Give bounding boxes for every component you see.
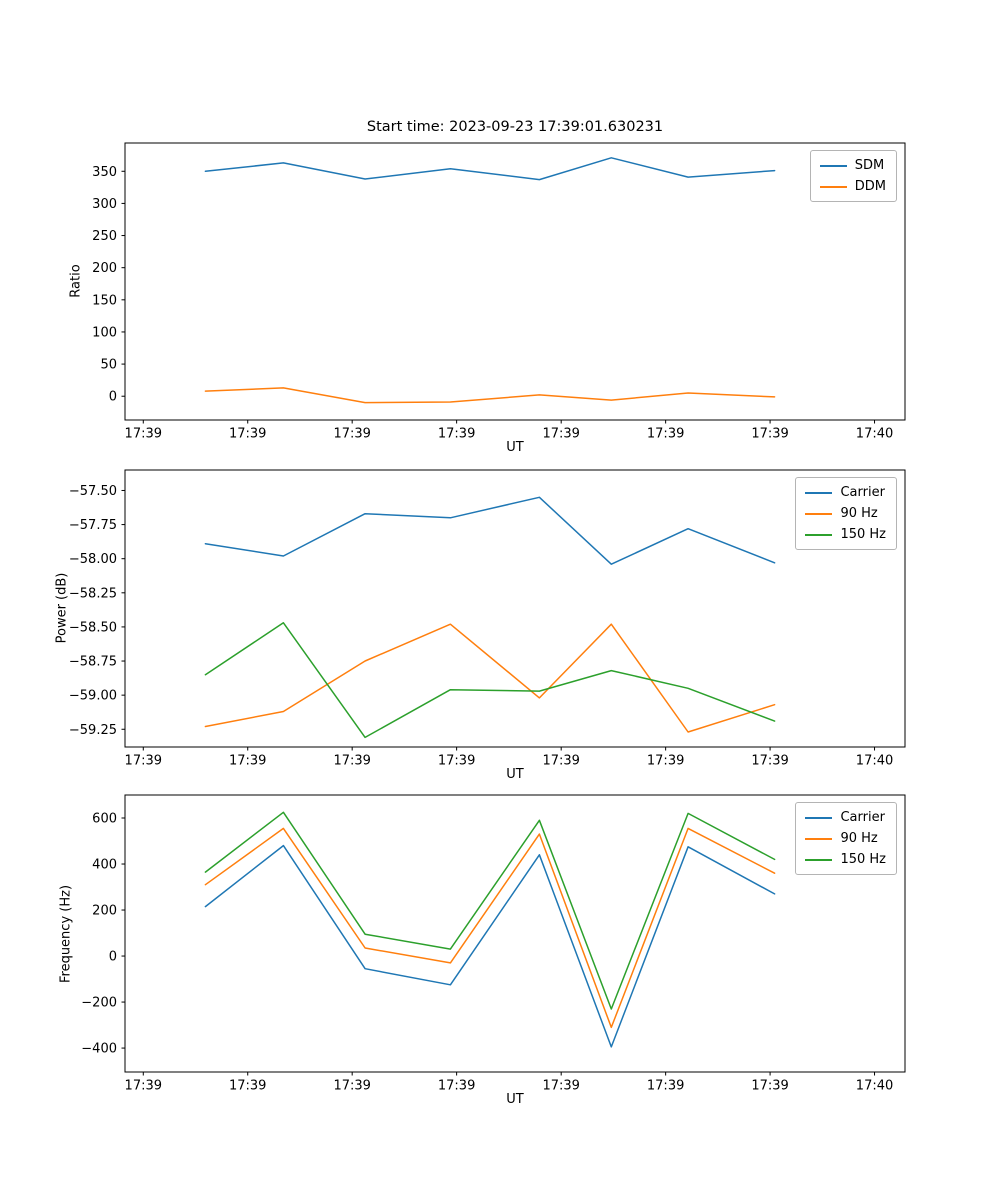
- y-tick-label: 600: [92, 812, 117, 827]
- x-tick-label: 17:39: [647, 1079, 684, 1094]
- x-tick-label: 17:39: [333, 1079, 370, 1094]
- legend-line-swatch: [805, 816, 833, 819]
- y-tick-label: 350: [92, 165, 117, 180]
- frequency-plot: 17:39 17:39 17:39 17:39 17:39 17:39 17:39 17:40…: [81, 794, 906, 1094]
- figure-title: Start time: 2023-09-23 17:39:01.630231: [366, 119, 664, 135]
- legend-line-swatch: [805, 858, 833, 861]
- y-tick-label: 200: [92, 261, 117, 276]
- x-tick-label: 17:39: [333, 427, 370, 442]
- legend-entry: DDM: [819, 179, 886, 194]
- x-tick-label: 17:39: [438, 427, 475, 442]
- x-tick-label: 17:39: [647, 427, 684, 442]
- ratio-legend: SDM DDM: [809, 150, 897, 202]
- legend-label: 90 Hz: [840, 831, 878, 846]
- x-tick-label: 17:39: [751, 754, 788, 769]
- legend-line-swatch: [819, 185, 847, 188]
- y-tick-label: −59.00: [69, 689, 117, 704]
- x-tick-label: 17:39: [125, 754, 162, 769]
- frequency-legend: Carrier 90 Hz 150 Hz: [795, 802, 897, 875]
- y-tick-label: −57.50: [69, 484, 117, 499]
- frequency-ylabel: Frequency (Hz): [58, 884, 74, 984]
- frequency-series-line: [204, 811, 776, 1010]
- legend-label: 150 Hz: [840, 527, 886, 542]
- power-legend: Carrier 90 Hz 150 Hz: [795, 477, 897, 550]
- x-tick-label: 17:40: [856, 1079, 893, 1094]
- x-tick-label: 17:40: [856, 427, 893, 442]
- y-tick-label: 200: [92, 904, 117, 919]
- y-tick-label: 150: [92, 293, 117, 308]
- legend-entry: SDM: [819, 158, 886, 173]
- legend-line-swatch: [805, 837, 833, 840]
- frequency-series-line: [204, 827, 776, 1029]
- y-tick-label: 100: [92, 325, 117, 340]
- x-tick-label: 17:39: [542, 1079, 579, 1094]
- x-tick-label: 17:39: [542, 754, 579, 769]
- x-tick-label: 17:39: [229, 1079, 266, 1094]
- legend-label: Carrier: [840, 810, 885, 825]
- x-tick-label: 17:39: [438, 1079, 475, 1094]
- x-tick-label: 17:39: [542, 427, 579, 442]
- y-tick-label: 300: [92, 197, 117, 212]
- y-tick-label: −57.75: [69, 518, 117, 533]
- legend-entry: Carrier: [805, 485, 886, 500]
- power-ylabel: Power (dB): [54, 572, 70, 644]
- y-tick-label: −59.25: [69, 723, 117, 738]
- frequency-series-line: [204, 844, 776, 1048]
- y-tick-label: 50: [100, 358, 117, 373]
- legend-entry: 150 Hz: [805, 852, 886, 867]
- power-series-line: [204, 623, 776, 733]
- y-tick-label: 400: [92, 858, 117, 873]
- y-tick-label: 250: [92, 229, 117, 244]
- power-xlabel: UT: [506, 767, 524, 782]
- power-series-line: [204, 496, 776, 565]
- legend-entry: Carrier: [805, 810, 886, 825]
- legend-label: Carrier: [840, 485, 885, 500]
- x-tick-label: 17:39: [125, 1079, 162, 1094]
- y-tick-label: 0: [109, 390, 117, 405]
- x-tick-label: 17:39: [229, 754, 266, 769]
- x-tick-label: 17:40: [856, 754, 893, 769]
- legend-label: 150 Hz: [840, 852, 886, 867]
- ratio-plot: 17:39 17:39 17:39 17:39 17:39 17:39 17:39 17:40…: [92, 142, 906, 442]
- ratio-series-line: [204, 387, 776, 404]
- legend-line-swatch: [805, 491, 833, 494]
- legend-label: 90 Hz: [840, 506, 878, 521]
- legend-line-swatch: [805, 533, 833, 536]
- x-tick-label: 17:39: [438, 754, 475, 769]
- y-tick-label: −400: [81, 1042, 117, 1057]
- x-tick-label: 17:39: [751, 427, 788, 442]
- legend-entry: 90 Hz: [805, 506, 886, 521]
- y-tick-label: 0: [109, 950, 117, 965]
- x-tick-label: 17:39: [125, 427, 162, 442]
- legend-line-swatch: [819, 164, 847, 167]
- x-tick-label: 17:39: [229, 427, 266, 442]
- ratio-ylabel: Ratio: [68, 264, 84, 298]
- power-plot: 17:39 17:39 17:39 17:39 17:39 17:39 17:39 17:40…: [69, 469, 906, 769]
- legend-label: SDM: [854, 158, 885, 173]
- ratio-series-line: [204, 157, 776, 181]
- y-tick-label: −200: [81, 996, 117, 1011]
- legend-entry: 90 Hz: [805, 831, 886, 846]
- power-series-line: [204, 622, 776, 739]
- x-tick-label: 17:39: [751, 1079, 788, 1094]
- legend-label: DDM: [854, 179, 886, 194]
- power-axes-frame: [124, 469, 906, 748]
- y-tick-label: −58.00: [69, 552, 117, 567]
- legend-entry: 150 Hz: [805, 527, 886, 542]
- x-tick-label: 17:39: [647, 754, 684, 769]
- y-tick-label: −58.25: [69, 586, 117, 601]
- x-tick-label: 17:39: [333, 754, 370, 769]
- frequency-xlabel: UT: [506, 1092, 524, 1107]
- y-tick-label: −58.50: [69, 620, 117, 635]
- y-tick-label: −58.75: [69, 655, 117, 670]
- ratio-axes-frame: [124, 142, 906, 421]
- frequency-axes-frame: [124, 794, 906, 1073]
- ratio-xlabel: UT: [506, 440, 524, 455]
- legend-line-swatch: [805, 512, 833, 515]
